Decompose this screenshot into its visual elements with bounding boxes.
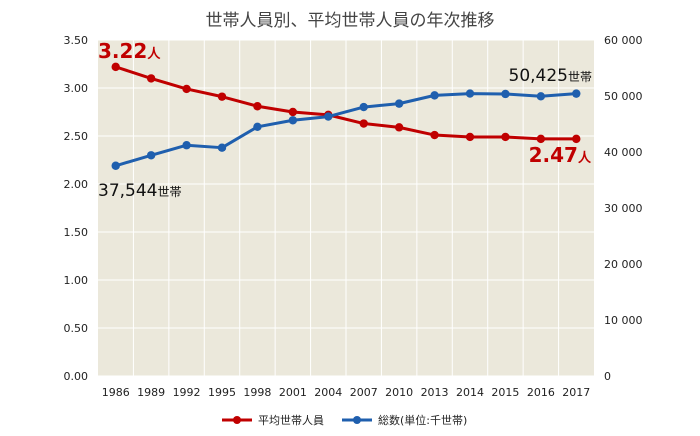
series-1-point [182, 141, 191, 150]
annotation-first-total-unit: 世帯 [157, 185, 181, 199]
y-left-tick-label: 0.00 [64, 370, 89, 383]
x-tick-label: 1989 [137, 386, 165, 399]
y-right-tick-label: 40 000 [604, 146, 643, 159]
x-tick-label: 2010 [385, 386, 413, 399]
series-0-point [465, 132, 475, 142]
y-left-tick-label: 2.00 [64, 178, 89, 191]
series-1-point [430, 91, 439, 100]
series-1-point [536, 92, 546, 101]
series-0-point [430, 130, 439, 140]
series-1-point [501, 89, 510, 99]
annotation-last-avg: 2.47人 [529, 143, 592, 167]
annotation-first-total: 37,544世帯 [98, 181, 182, 201]
annotation-layer: 3.22人 2.47人 37,544世帯 50,425世帯 [98, 39, 592, 201]
series-0-point [288, 107, 298, 117]
x-tick-label: 2001 [279, 386, 307, 399]
legend-label-avg: 平均世帯人員 [258, 414, 324, 427]
x-tick-label: 2007 [350, 386, 378, 399]
series-1-point [253, 122, 262, 132]
y-left-tick-label: 3.00 [64, 82, 89, 95]
series-1-point [465, 89, 475, 98]
series-0-point [182, 84, 191, 94]
series-1-point [217, 143, 227, 152]
y-right-tick-label: 30 000 [604, 202, 643, 215]
x-tick-label: 2016 [527, 386, 555, 399]
legend-item-total: 総数(単位:千世帯) [342, 413, 467, 427]
y-left-tick-label: 2.50 [64, 130, 89, 143]
gridlines [98, 39, 594, 377]
series-0-point [146, 74, 156, 83]
series-1-point [146, 151, 156, 160]
annotation-last-total-unit: 世帯 [568, 70, 592, 84]
chart-title: 世帯人員別、平均世帯人員の年次推移 [206, 11, 495, 31]
series-0-point [572, 134, 581, 144]
annotation-last-total-number: 50,425 [509, 66, 568, 86]
y-left-tick-label: 3.50 [64, 34, 89, 47]
series-0-point [111, 62, 120, 72]
legend-total-swatch-marker [353, 416, 361, 424]
y-left-tick-label: 1.00 [64, 274, 89, 287]
legend-avg-swatch-marker [233, 416, 241, 424]
y-right-tick-label: 60 000 [604, 34, 643, 47]
x-tick-label: 2004 [314, 386, 342, 399]
series-0-point [253, 102, 262, 111]
y-right-tick-label: 50 000 [604, 90, 643, 103]
annotation-last-avg-unit: 人 [578, 150, 592, 166]
series-1-point [324, 112, 333, 121]
series-1-point [111, 161, 120, 170]
x-tick-label: 1992 [173, 386, 201, 399]
annotation-last-avg-number: 2.47 [529, 143, 578, 167]
series-1-point [394, 99, 404, 108]
series-1-point [572, 89, 581, 98]
legend-label-total: 総数(単位:千世帯) [378, 413, 467, 427]
annotation-first-avg-number: 3.22 [98, 39, 147, 63]
legend-item-avg: 平均世帯人員 [222, 414, 324, 427]
x-tick-label: 1998 [243, 386, 271, 399]
annotation-first-avg-unit: 人 [147, 46, 161, 62]
series-0-point [536, 134, 546, 144]
series-1-point [288, 116, 298, 125]
series-line-0 [115, 65, 577, 141]
y-left-tick-label: 0.50 [64, 322, 89, 335]
series-layer [111, 62, 581, 170]
y-right-tick-label: 20 000 [604, 258, 643, 271]
legend: 平均世帯人員 総数(単位:千世帯) [222, 413, 467, 427]
x-tick-label: 2015 [491, 386, 519, 399]
x-tick-label: 1995 [208, 386, 236, 399]
y-left-tick-label: 1.50 [64, 226, 89, 239]
y-right-tick-label: 0 [604, 370, 611, 383]
annotation-first-total-number: 37,544 [98, 181, 157, 201]
series-0-point [217, 92, 227, 101]
y-right-tick-label: 10 000 [604, 314, 643, 327]
annotation-first-avg: 3.22人 [98, 39, 161, 63]
annotation-last-total: 50,425世帯 [509, 66, 593, 86]
series-0-point [394, 123, 404, 132]
x-tick-label: 1986 [102, 386, 130, 399]
series-line-1 [115, 92, 577, 168]
x-tick-label: 2013 [421, 386, 449, 399]
axes: 0.00 0.50 1.00 1.50 2.00 2.50 3.00 3.50 0 10 000 2… [64, 34, 643, 399]
series-0-point [359, 119, 368, 128]
series-1-point [359, 102, 368, 112]
x-tick-label: 2017 [562, 386, 590, 399]
x-tick-label: 2014 [456, 386, 484, 399]
series-0-point [501, 132, 510, 142]
